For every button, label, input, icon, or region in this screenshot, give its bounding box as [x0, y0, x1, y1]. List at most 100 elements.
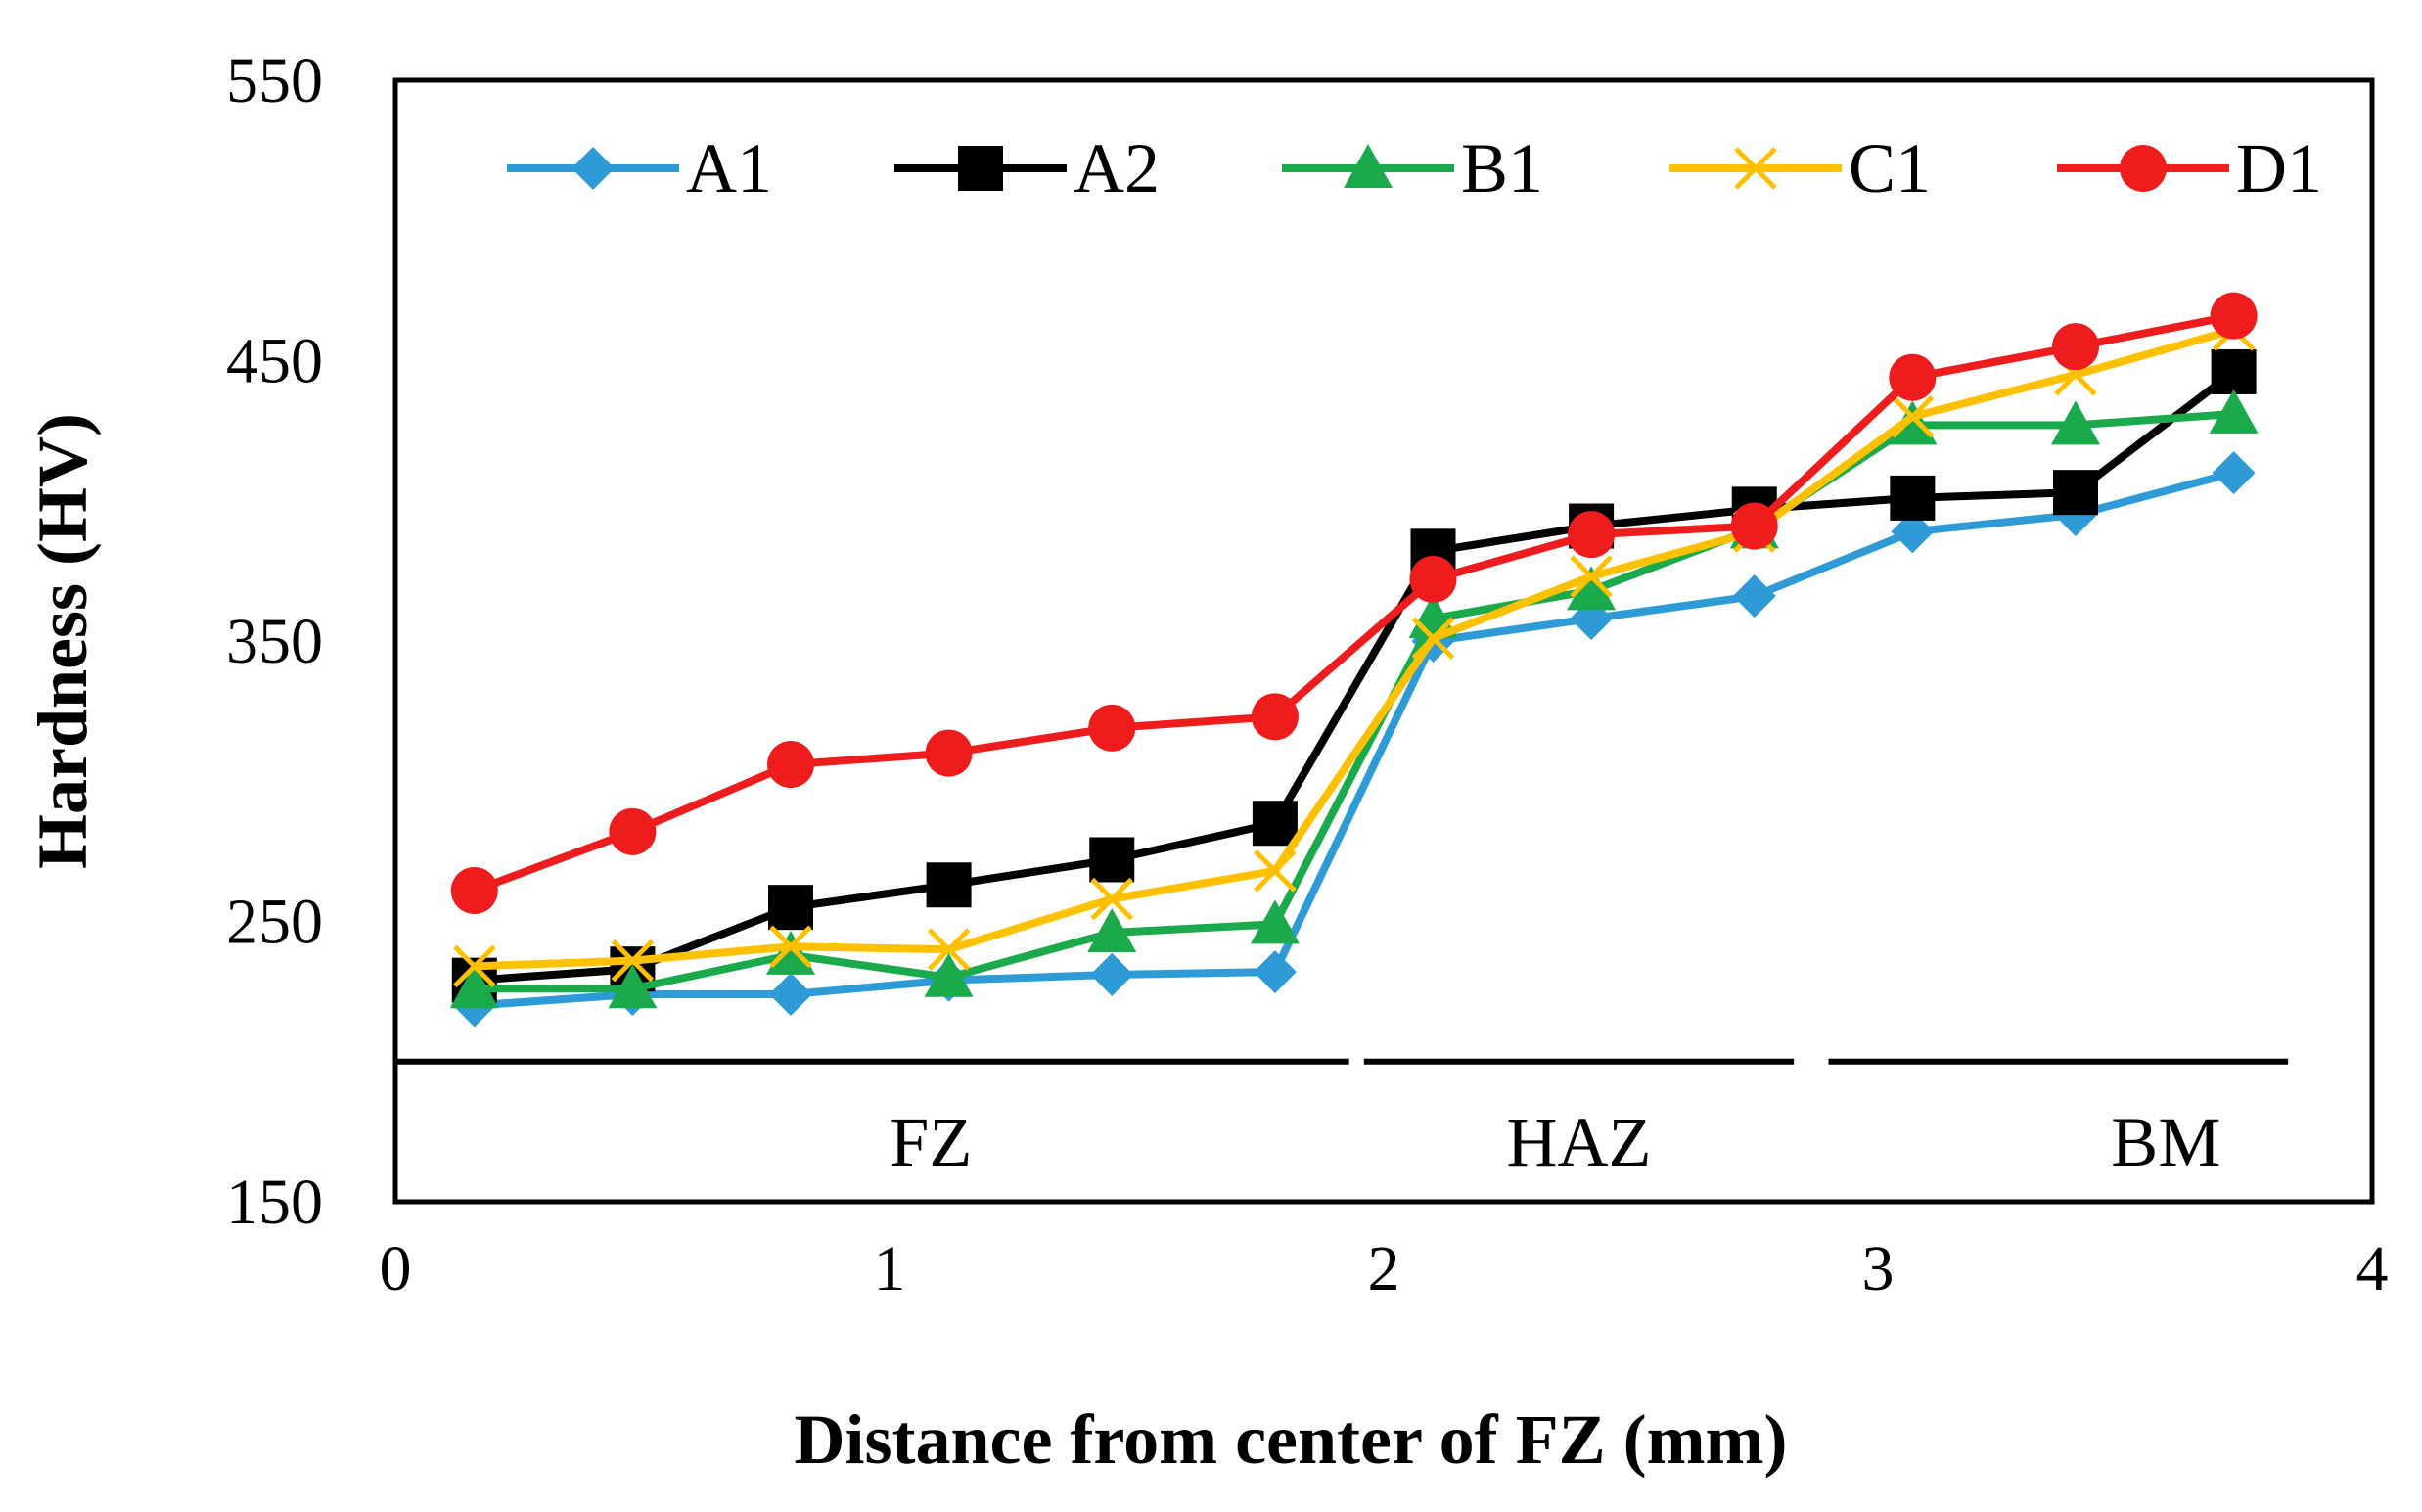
data-point-c1 [611, 939, 655, 983]
zone-label-haz: HAZ [1506, 1103, 1651, 1181]
x-tick-label: 1 [874, 1233, 906, 1305]
plot-frame [392, 77, 2375, 1205]
data-point-c1 [1570, 555, 1613, 598]
data-point-d1 [1889, 353, 1937, 401]
data-point-b1 [608, 964, 658, 1009]
series-a1 [452, 451, 2256, 1028]
x-marker-stroke [769, 925, 812, 969]
data-point-a1 [1090, 952, 1134, 996]
series-line-c1 [474, 326, 2235, 971]
x-marker-stroke [1090, 877, 1134, 921]
legend-item-b1: B1 [1282, 129, 1543, 207]
x-marker-stroke [453, 944, 496, 988]
data-point-c1 [769, 925, 812, 969]
x-tick-label: 2 [1368, 1233, 1400, 1305]
data-point-d1 [2052, 323, 2099, 371]
legend-item-c1: C1 [1669, 129, 1931, 207]
y-tick-label: 450 [226, 326, 323, 397]
data-point-d1 [925, 729, 973, 777]
data-point-b1 [2051, 400, 2100, 445]
data-point-d1 [2210, 292, 2258, 340]
series-line-a2 [474, 368, 2237, 985]
legend-label: A2 [1074, 129, 1160, 207]
legend-marker [2120, 145, 2167, 192]
data-point-d1 [1088, 704, 1136, 752]
x-axis-title: Distance from center of FZ (mm) [795, 1400, 1788, 1479]
data-point-a1 [1253, 950, 1297, 994]
data-point-a1 [2212, 451, 2256, 495]
legend-item-a2: A2 [894, 129, 1160, 207]
x-tick-label: 3 [1862, 1233, 1895, 1305]
data-point-a2 [1890, 475, 1936, 521]
data-point-a1 [769, 972, 812, 1016]
data-point-d1 [767, 741, 814, 789]
y-tick-labels: 150 250 350 450 550 [226, 45, 323, 1238]
legend-marker [958, 146, 1003, 191]
data-point-d1 [1568, 511, 1616, 559]
x-marker-stroke [1891, 395, 1935, 438]
legend-item-a1: A1 [507, 129, 772, 207]
data-point-a2 [1089, 837, 1135, 883]
y-tick-label: 150 [226, 1167, 323, 1238]
y-tick-label: 550 [226, 45, 323, 116]
data-point-b1 [1087, 907, 1137, 952]
legend-label: C1 [1849, 129, 1931, 207]
legend-label: B1 [1461, 129, 1543, 207]
data-point-c1 [1090, 877, 1134, 921]
data-point-b1 [1888, 400, 1938, 445]
x-marker-stroke [1254, 849, 1297, 893]
legend-label: A1 [686, 129, 772, 207]
legend: A1 A2 B1 C1 D1 [507, 129, 2322, 207]
x-marker-stroke [927, 928, 971, 971]
data-point-d1 [450, 866, 498, 914]
data-point-a2 [2053, 470, 2098, 516]
y-tick-label: 350 [226, 606, 323, 677]
legend-label: D1 [2236, 129, 2322, 207]
data-point-b1 [1567, 566, 1617, 611]
data-point-b1 [2209, 389, 2259, 434]
x-marker-stroke [1570, 555, 1613, 598]
data-point-a2 [1252, 801, 1298, 847]
data-point-c1 [453, 944, 496, 988]
zone-label-bm: BM [2111, 1103, 2220, 1181]
data-point-c1 [927, 928, 971, 971]
zone-labels: FZ HAZ BM [890, 1103, 2220, 1181]
x-marker-stroke [1411, 617, 1455, 660]
series-d1 [450, 292, 2258, 914]
legend-marker [1344, 144, 1393, 188]
zone-label-fz: FZ [890, 1103, 972, 1181]
y-axis-title: Hardness (HV) [23, 413, 102, 869]
x-marker-stroke [1734, 147, 1777, 190]
x-marker-stroke [611, 939, 655, 983]
data-point-d1 [1730, 502, 1778, 550]
x-tick-labels: 0 1 2 3 4 [380, 1233, 2389, 1305]
data-point-b1 [449, 964, 499, 1009]
y-tick-label: 250 [226, 887, 323, 958]
data-point-d1 [609, 807, 657, 855]
legend-item-d1: D1 [2057, 129, 2322, 207]
data-point-b1 [766, 930, 815, 975]
data-point-b1 [924, 952, 974, 997]
data-point-a2 [926, 862, 972, 908]
series-line-a1 [474, 469, 2235, 1010]
data-point-d1 [1409, 555, 1457, 603]
data-point-a1 [1891, 510, 1935, 554]
series-line-b1 [474, 409, 2234, 993]
series-b1 [449, 389, 2259, 1009]
legend-marker [1734, 147, 1777, 190]
data-point-a1 [1732, 574, 1776, 619]
x-tick-label: 0 [380, 1233, 412, 1305]
series-layer [449, 292, 2259, 1028]
x-tick-label: 4 [2356, 1233, 2389, 1305]
data-point-c1 [1254, 849, 1297, 893]
data-point-b1 [1250, 899, 1300, 944]
series-a2 [451, 348, 2257, 1003]
data-point-a2 [2211, 348, 2257, 394]
series-line-d1 [473, 311, 2235, 894]
data-point-d1 [1251, 693, 1299, 741]
data-point-a2 [768, 885, 813, 931]
legend-marker [571, 147, 615, 190]
data-point-c1 [1411, 617, 1455, 660]
data-point-c1 [1891, 395, 1935, 438]
